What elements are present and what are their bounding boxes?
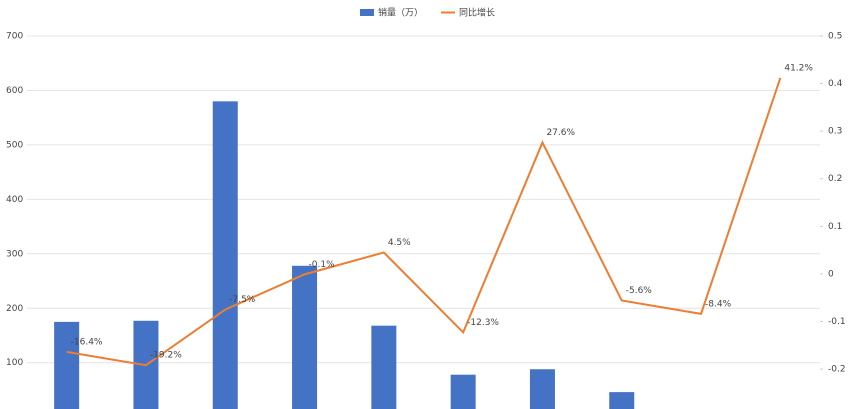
bar — [371, 325, 397, 409]
y2-tick-label: 0.1 — [828, 222, 842, 232]
data-label: 4.5% — [388, 238, 411, 248]
y-tick-label: 700 — [6, 32, 23, 42]
y-tick-label: 500 — [6, 140, 23, 150]
data-label: 27.6% — [546, 128, 575, 138]
y-tick-label: 600 — [6, 86, 23, 96]
legend-label: 同比增长 — [459, 7, 495, 19]
y-tick-label: 300 — [6, 249, 23, 259]
y2-tick-label: -0.2 — [828, 365, 846, 375]
legend: 销量（万） 同比增长 — [360, 7, 495, 19]
data-label: -5.6% — [626, 286, 653, 296]
data-label: -19.2% — [150, 351, 182, 361]
bar — [450, 374, 476, 409]
legend-label: 销量（万） — [378, 7, 423, 19]
bar — [54, 321, 80, 409]
y-tick-label: 200 — [6, 304, 23, 314]
legend-swatch — [360, 9, 374, 16]
y2-tick-label: 0.2 — [828, 174, 842, 184]
bar — [529, 369, 555, 409]
bar — [609, 392, 635, 409]
y2-tick-label: 0.4 — [828, 79, 843, 89]
y2-tick-label: -0.1 — [828, 317, 846, 327]
data-label: 41.2% — [784, 63, 813, 73]
data-label: -0.1% — [309, 260, 336, 270]
line — [66, 77, 782, 367]
data-label: -12.3% — [467, 318, 499, 328]
data-label: -8.4% — [705, 299, 732, 309]
data-label: -16.4% — [71, 337, 103, 347]
y-tick-label: 100 — [6, 358, 23, 368]
bar — [212, 101, 238, 409]
bar — [292, 265, 318, 409]
y2-tick-label: 0.5 — [828, 32, 842, 42]
y2-tick-label: 0.3 — [828, 127, 842, 137]
y-tick-label: 400 — [6, 195, 23, 205]
y2-tick-label: 0 — [828, 269, 834, 279]
data-label: -7.5% — [229, 295, 256, 305]
